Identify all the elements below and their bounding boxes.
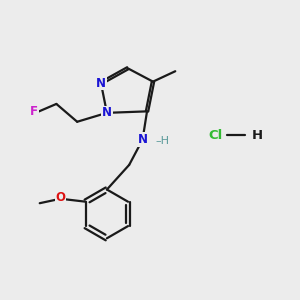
Text: O: O: [56, 191, 65, 204]
Text: N: N: [96, 76, 106, 90]
Text: H: H: [251, 129, 262, 142]
Text: Cl: Cl: [208, 129, 223, 142]
Text: F: F: [30, 105, 38, 118]
Text: –H: –H: [155, 136, 169, 146]
Text: N: N: [102, 106, 112, 119]
Text: N: N: [138, 133, 148, 146]
